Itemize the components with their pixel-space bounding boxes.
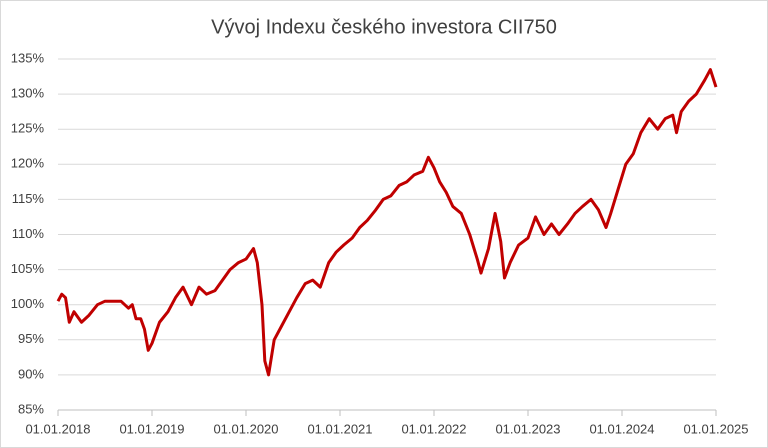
x-tick-label: 01.01.2020 (213, 421, 278, 436)
y-tick-label: 100% (11, 296, 45, 311)
x-tick-label: 01.01.2024 (589, 421, 654, 436)
y-tick-label: 135% (11, 50, 45, 65)
y-tick-label: 115% (12, 191, 45, 206)
x-tick-label: 01.01.2021 (307, 421, 372, 436)
data-line (56, 68, 718, 377)
y-tick-label: 85% (18, 401, 44, 416)
x-tick-label: 01.01.2023 (495, 421, 560, 436)
y-tick-label: 95% (18, 331, 44, 346)
y-tick-label: 125% (11, 121, 45, 136)
y-tick-label: 105% (11, 261, 45, 276)
x-tick-label: 01.01.2025 (683, 421, 748, 436)
x-tick-label: 01.01.2018 (25, 421, 90, 436)
chart-title: Vývoj Indexu českého investora CII750 (211, 16, 557, 38)
y-tick-label: 110% (12, 226, 45, 241)
y-tick-label: 90% (18, 366, 44, 381)
y-tick-label: 120% (11, 156, 45, 171)
x-tick-label: 01.01.2022 (401, 421, 466, 436)
y-tick-label: 130% (11, 86, 45, 101)
x-tick-label: 01.01.2019 (119, 421, 184, 436)
